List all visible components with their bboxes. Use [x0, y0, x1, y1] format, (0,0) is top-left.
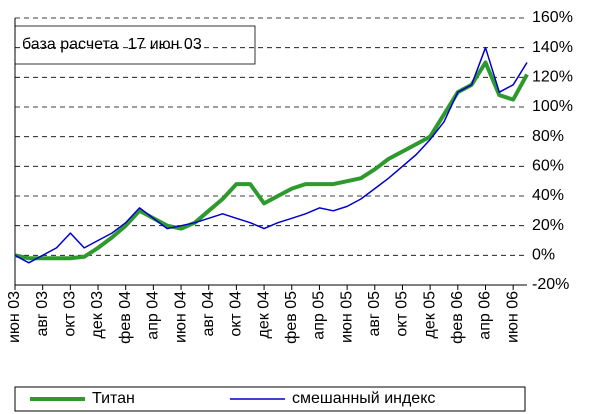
- y-tick-label: 160%: [532, 9, 573, 26]
- legend-label: Титан: [92, 390, 135, 407]
- x-tick-label: авг 04: [200, 291, 217, 337]
- annotation: база расчета 17 июн 03: [22, 36, 202, 53]
- x-tick-label: июн 03: [6, 291, 23, 343]
- y-tick-label: -20%: [532, 276, 569, 293]
- x-tick-label: окт 03: [62, 291, 79, 337]
- x-tick-label: апр 06: [477, 291, 494, 340]
- x-tick-label: июн 05: [338, 291, 355, 343]
- x-tick-label: дек 04: [255, 291, 272, 339]
- legend-label: смешанный индекс: [292, 390, 435, 407]
- x-tick-label: апр 04: [145, 291, 162, 340]
- x-tick-label: фев 04: [117, 291, 134, 344]
- y-tick-label: 140%: [532, 39, 573, 56]
- annotation-box: [14, 25, 256, 65]
- x-tick-label: дек 03: [89, 291, 106, 339]
- y-tick-label: 20%: [532, 217, 564, 234]
- series-line: [14, 46, 528, 264]
- y-tick-label: 40%: [532, 187, 564, 204]
- x-tick-label: июн 04: [172, 291, 189, 343]
- x-tick-label: авг 05: [366, 291, 383, 337]
- y-tick-label: 0%: [532, 247, 555, 264]
- x-tick-label: июн 06: [504, 291, 521, 343]
- y-tick-label: 80%: [532, 128, 564, 145]
- x-tick-label: апр 05: [311, 291, 328, 340]
- y-tick-label: 60%: [532, 158, 564, 175]
- x-tick-label: окт 05: [394, 291, 411, 337]
- series-line: [14, 60, 529, 261]
- x-tick-label: окт 04: [228, 291, 245, 337]
- y-tick-label: 120%: [532, 69, 573, 86]
- x-tick-label: фев 05: [283, 291, 300, 344]
- x-tick-label: фев 06: [449, 291, 466, 344]
- x-tick-label: дек 05: [421, 291, 438, 339]
- x-tick-label: авг 03: [34, 291, 51, 337]
- y-tick-label: 100%: [532, 98, 573, 115]
